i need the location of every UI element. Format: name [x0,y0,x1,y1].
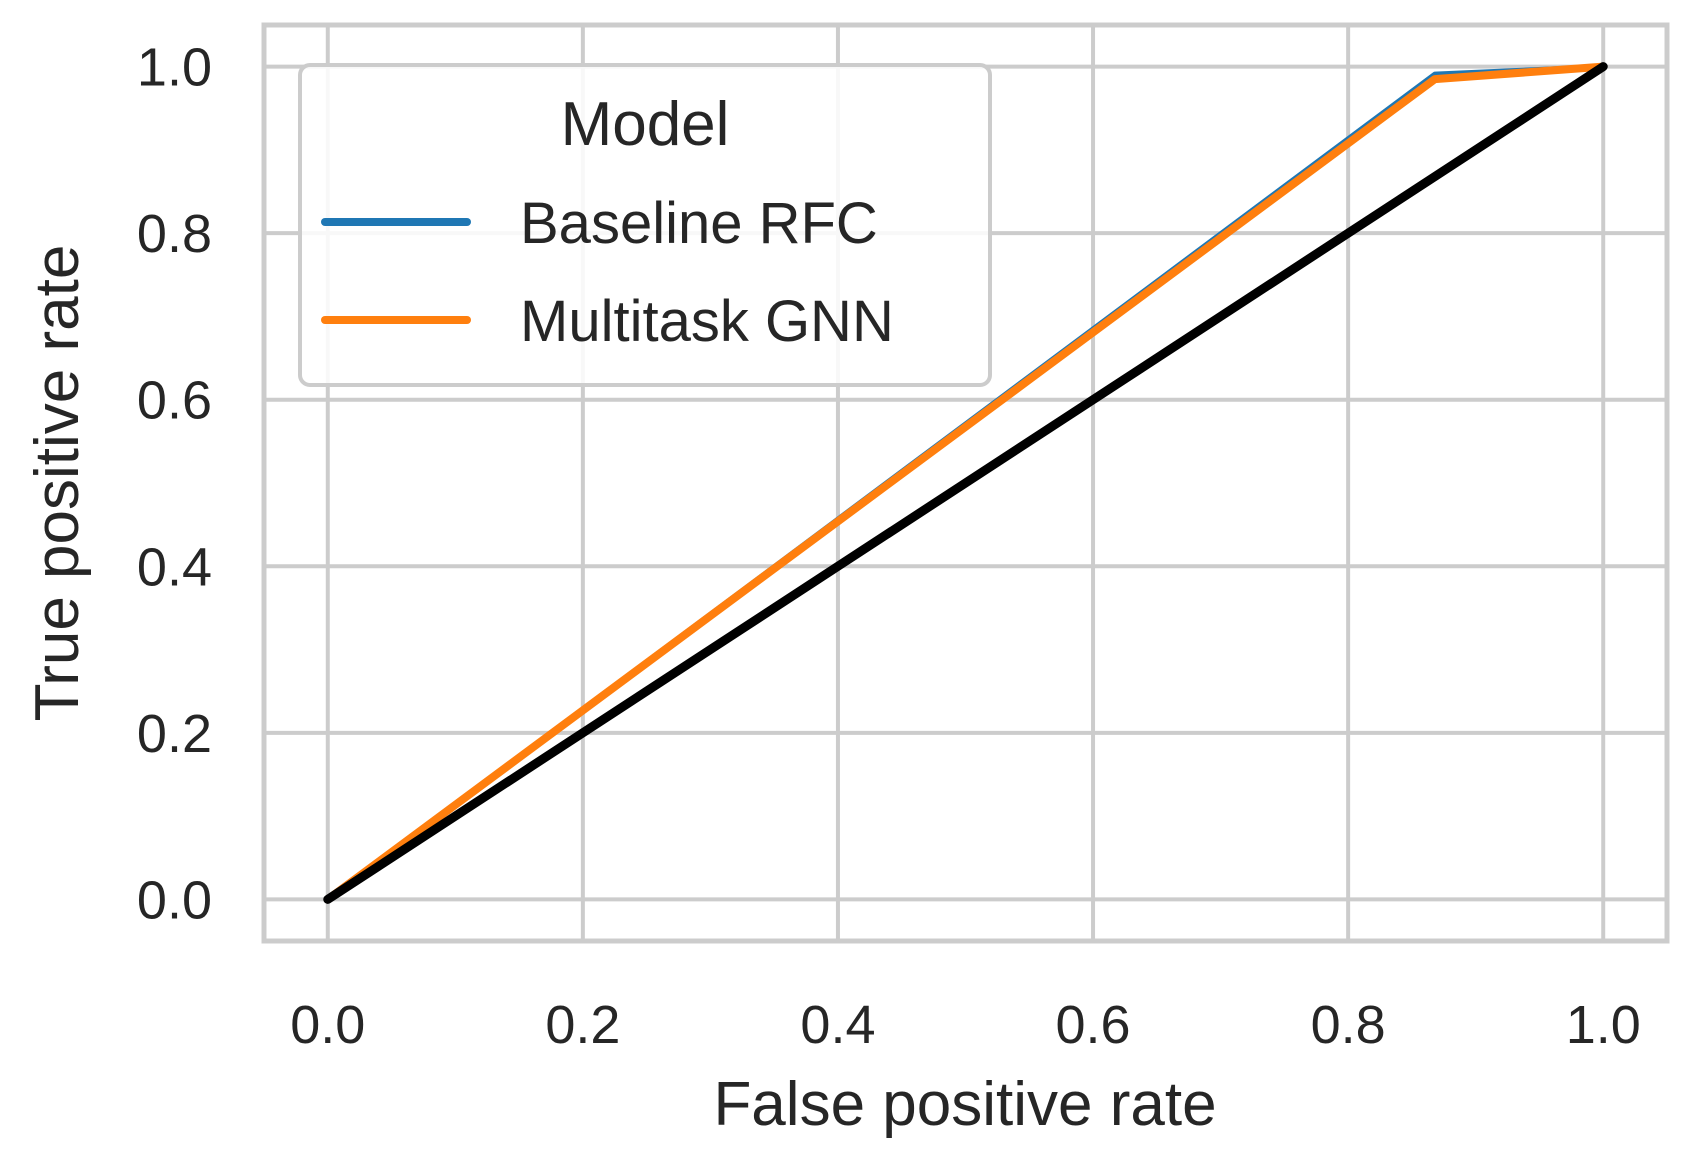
legend-label-baseline-rfc: Baseline RFC [520,191,878,256]
reference-diagonal-line [323,62,1608,904]
y-tick-labels: 0.0 0.2 0.4 0.6 0.8 1.0 [137,38,212,931]
y-tick-label: 0.0 [137,870,212,930]
y-axis-label: True positive rate [23,245,92,722]
series-line-multitask-gnn [323,62,1608,904]
x-tick-label: 1.0 [1566,995,1641,1055]
x-tick-label: 0.8 [1311,995,1386,1055]
x-tick-labels: 0.0 0.2 0.4 0.6 0.8 1.0 [290,995,1641,1055]
x-tick-label: 0.0 [290,995,365,1055]
legend-label-multitask-gnn: Multitask GNN [520,289,894,354]
x-axis-label: False positive rate [713,1070,1216,1139]
y-tick-label: 0.6 [137,371,212,431]
legend-box [298,63,992,387]
y-tick-label: 0.2 [137,704,212,764]
legend: Model Baseline RFC Multitask GNN [298,63,992,387]
x-tick-label: 0.2 [545,995,620,1055]
y-tick-label: 0.4 [137,537,212,597]
series-layer [323,62,1608,904]
y-tick-label: 1.0 [137,38,212,98]
x-tick-label: 0.4 [800,995,875,1055]
x-tick-label: 0.6 [1056,995,1131,1055]
plot-frame [261,22,1670,944]
y-tick-label: 0.8 [137,204,212,264]
legend-title: Model [561,90,730,159]
